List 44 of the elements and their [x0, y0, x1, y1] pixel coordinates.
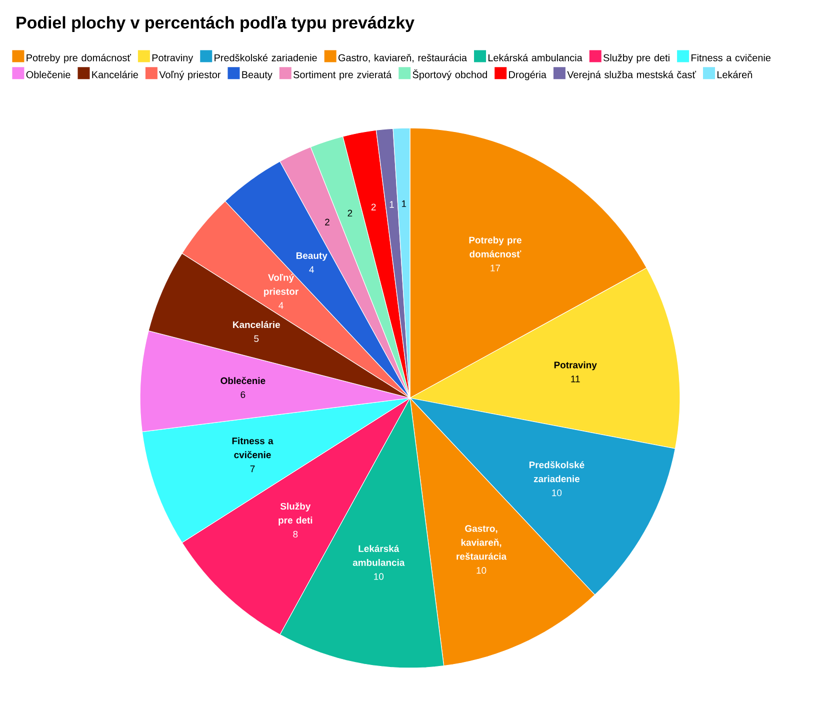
data-label: 5: [254, 335, 259, 342]
legend-label: Športový obchod: [412, 69, 487, 80]
legend-label: Lekáreň: [717, 70, 752, 78]
legend-label: Potraviny: [152, 54, 194, 64]
legend-label: Potreby pre domácnosť: [26, 54, 131, 64]
slice-label: Potreby pre domácnosť: [469, 236, 522, 258]
data-label: 4: [309, 266, 314, 273]
slice-label: Beauty: [296, 252, 328, 261]
chart-title: Podiel plochy v percentách podľa typu prevádzky: [16, 16, 414, 32]
legend-label: Kancelárie: [92, 70, 138, 78]
slice-label: Lekárská ambulancia: [352, 544, 405, 566]
data-label: 10: [374, 573, 384, 580]
slice-label: Kancelárie: [233, 321, 280, 328]
data-label: 1: [390, 201, 394, 208]
data-label: 11: [571, 376, 580, 382]
legend-label: Voľný priestor: [159, 70, 221, 80]
slice-label: Gastro, kaviareň, reštaurácia: [456, 525, 507, 560]
data-label: 6: [240, 391, 246, 398]
data-label: 10: [552, 489, 562, 496]
data-label: 10: [476, 567, 486, 574]
slice-label: Potraviny: [554, 361, 597, 370]
slice-label: Voľný priestor: [264, 274, 299, 297]
data-label: 4: [278, 302, 284, 309]
data-label: 8: [293, 530, 298, 538]
slice-label: Fitness a cvičenie: [232, 437, 274, 458]
legend-label: Lekárská ambulancia: [488, 54, 582, 62]
data-label: 7: [250, 466, 255, 472]
legend-label: Predškolské zariadenie: [214, 54, 317, 62]
legend-label: Sortiment pre zvieratá: [294, 70, 392, 80]
slice-label: Služby pre deti: [278, 502, 312, 526]
legend-label: Služby pre deti: [603, 54, 670, 64]
slice-label: Oblečenie: [220, 376, 266, 384]
legend-label: Drogéria: [509, 70, 546, 80]
data-label: 2: [371, 204, 376, 210]
data-label: 2: [325, 218, 330, 226]
legend-label: Fitness a cvičenie: [692, 54, 771, 62]
data-label: 17: [490, 264, 500, 272]
data-label: 1: [402, 200, 406, 207]
legend-label: Gastro, kaviareň, reštaurácia: [338, 54, 468, 62]
data-label: 2: [348, 210, 352, 216]
legend-label: Verejná služba mestská časť: [567, 70, 696, 80]
slice-label: Predškolské zariadenie: [529, 461, 584, 482]
legend-label: Oblečenie: [26, 70, 70, 78]
legend-label: Beauty: [242, 71, 272, 80]
